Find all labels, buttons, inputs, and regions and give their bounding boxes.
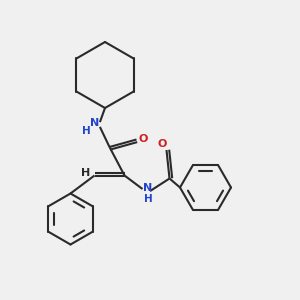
Text: H: H xyxy=(82,126,91,136)
Text: H: H xyxy=(81,167,90,178)
Text: H: H xyxy=(143,194,152,204)
Text: O: O xyxy=(157,139,167,149)
Text: N: N xyxy=(143,183,152,193)
Text: N: N xyxy=(90,118,99,128)
Text: O: O xyxy=(138,134,148,145)
